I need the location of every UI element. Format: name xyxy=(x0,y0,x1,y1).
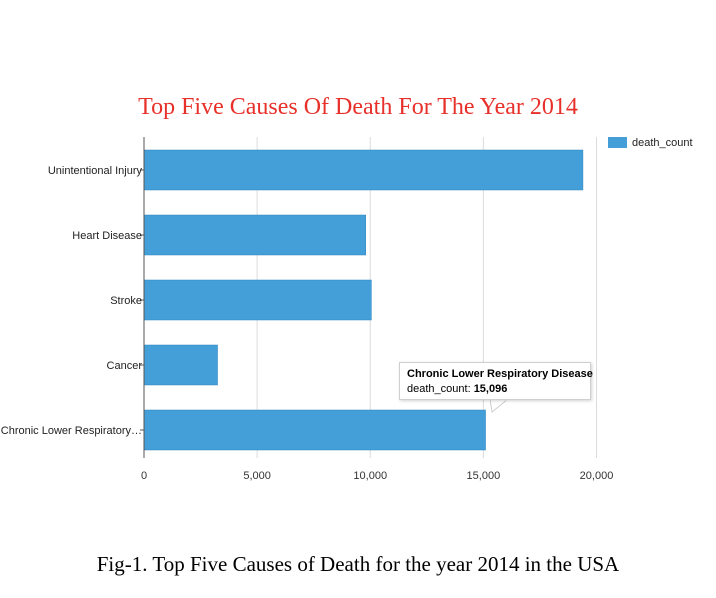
category-label: Heart Disease xyxy=(72,230,142,242)
bar[interactable] xyxy=(143,279,372,321)
category-label: Cancer xyxy=(107,360,143,372)
tooltip-value-line: death_count: 15,096 xyxy=(407,383,508,395)
bar-tooltip: Chronic Lower Respiratory Disease death_… xyxy=(399,362,593,400)
tooltip-pointer xyxy=(490,399,509,413)
category-label: Unintentional Injury xyxy=(48,165,143,177)
category-label: Chronic Lower Respiratory… xyxy=(1,425,142,437)
x-tick-label: 5,000 xyxy=(243,470,271,482)
legend-label: death_count xyxy=(632,137,693,149)
x-tick-label: 15,000 xyxy=(467,470,501,482)
category-label: Stroke xyxy=(110,295,142,307)
tooltip-value: 15,096 xyxy=(473,383,508,395)
legend-swatch xyxy=(608,137,627,148)
x-tick-label: 0 xyxy=(141,470,147,482)
bar[interactable] xyxy=(143,149,584,191)
chart-title: Top Five Causes Of Death For The Year 20… xyxy=(138,94,578,120)
x-tick-label: 10,000 xyxy=(353,470,387,482)
bar[interactable] xyxy=(143,214,366,256)
tooltip-title: Chronic Lower Respiratory Disease xyxy=(407,368,593,380)
bar[interactable] xyxy=(143,409,486,451)
figure-caption: Fig-1. Top Five Causes of Death for the … xyxy=(96,552,620,576)
x-tick-label: 20,000 xyxy=(580,470,614,482)
bar[interactable] xyxy=(143,344,218,386)
tooltip-series-label: death_count xyxy=(407,383,468,395)
